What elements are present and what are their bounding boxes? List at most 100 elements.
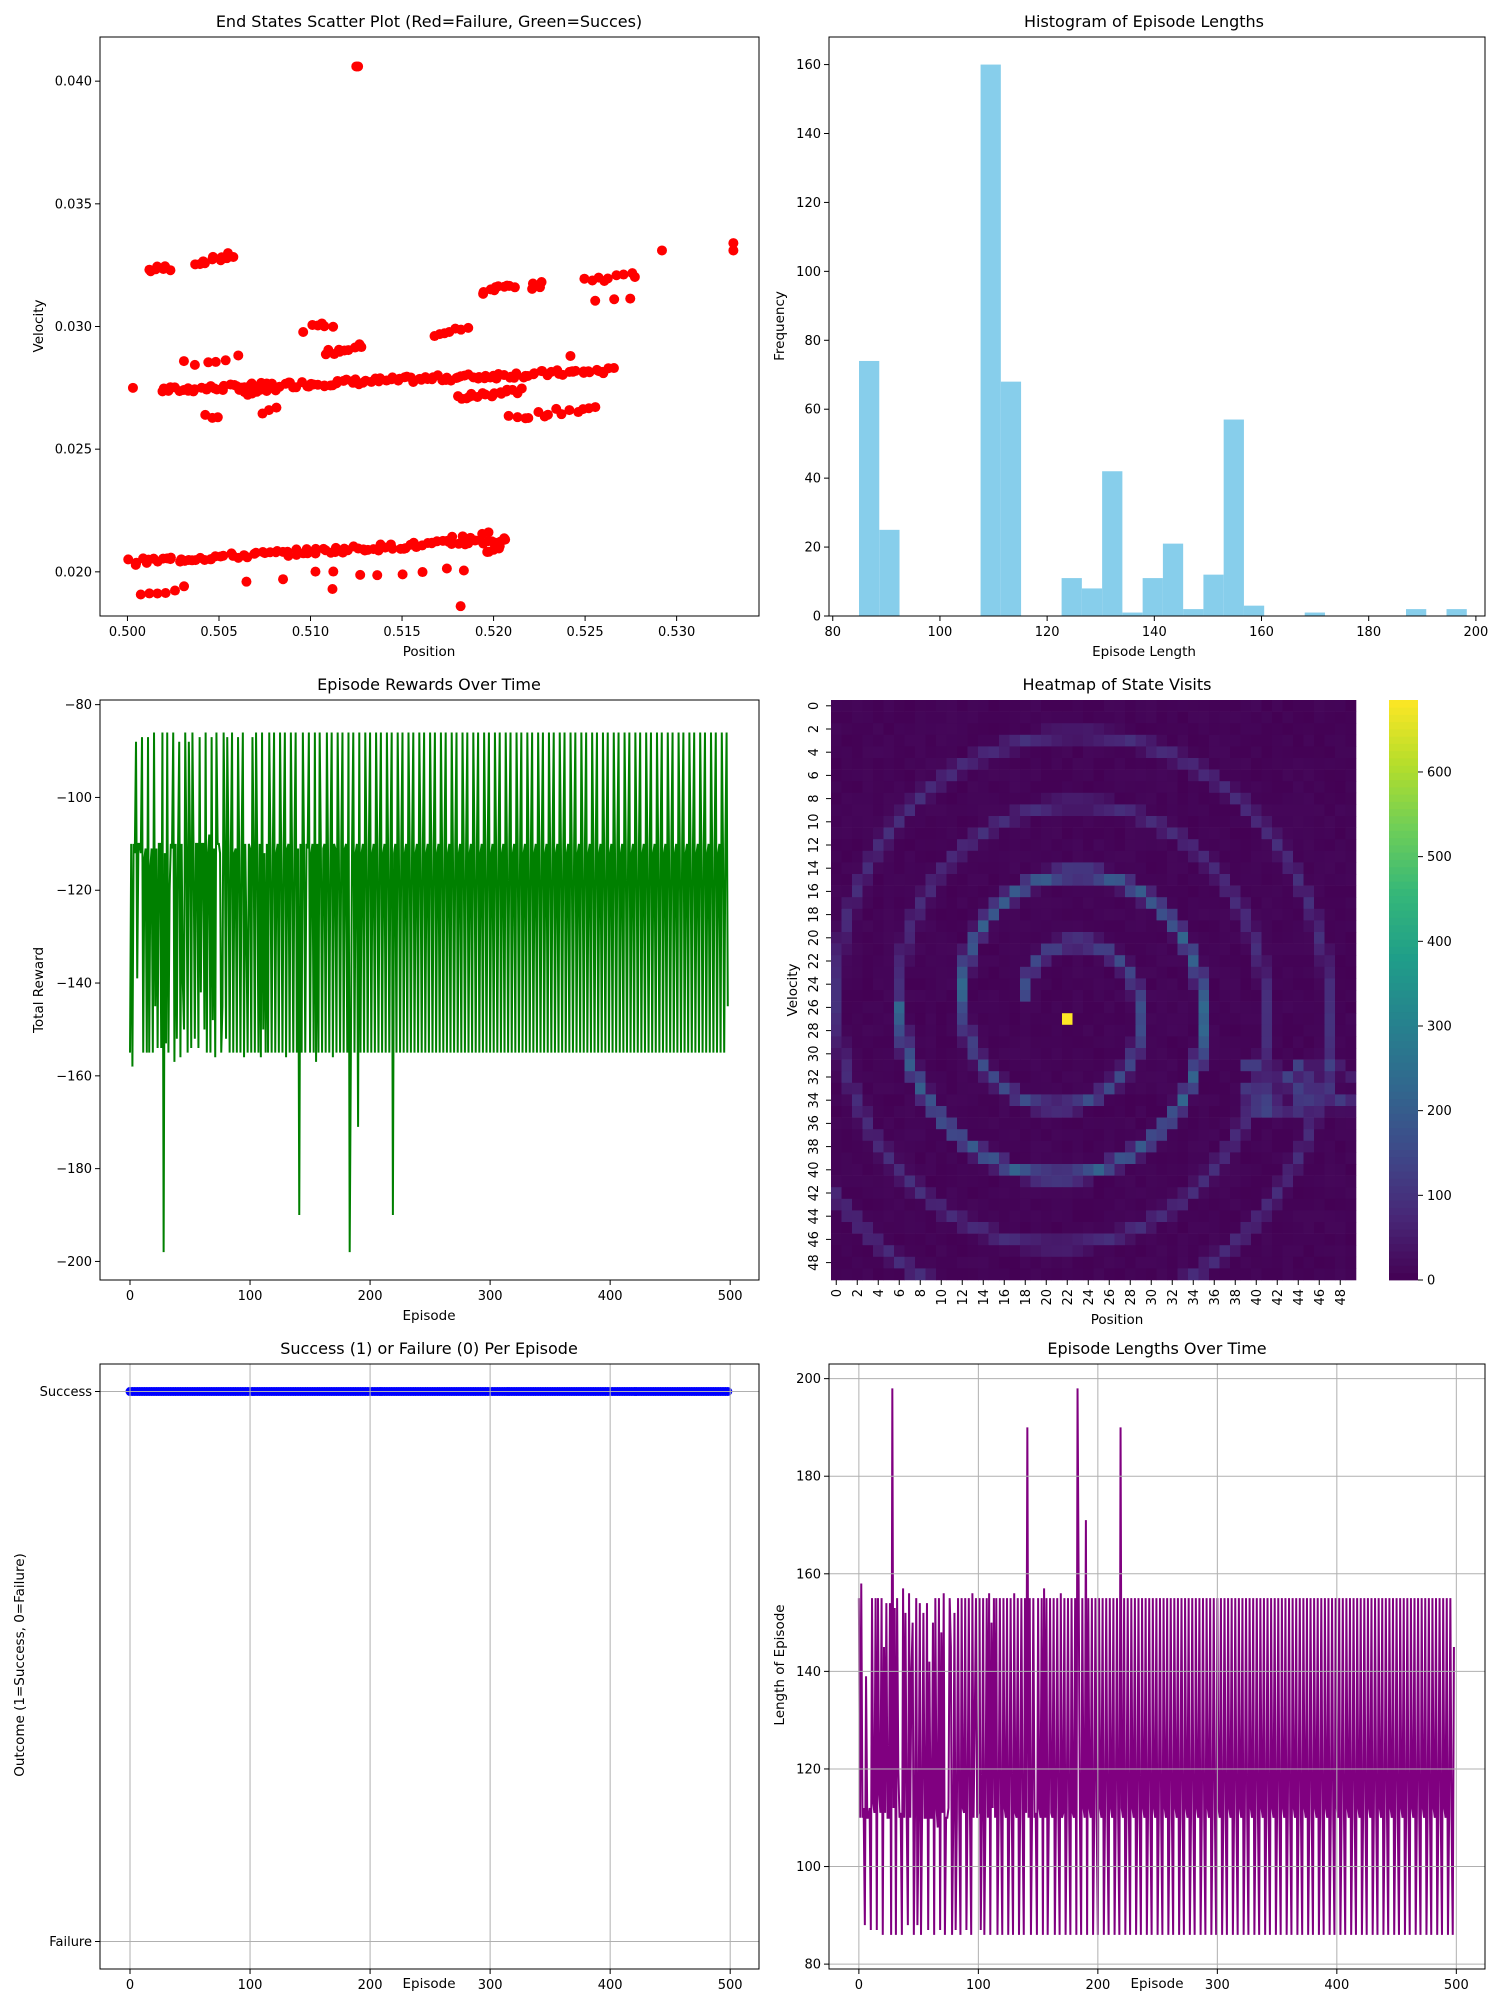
x-tick-label: 16 <box>998 1289 1013 1306</box>
heatmap-cell <box>841 1106 853 1118</box>
heatmap-cell <box>925 850 937 863</box>
heatmap-cell <box>1345 908 1357 921</box>
scatter-point <box>152 588 163 599</box>
heatmap-cell <box>831 932 842 944</box>
heatmap-cell <box>1345 1210 1357 1223</box>
heatmap-cell <box>1345 839 1357 852</box>
heatmap-cell <box>1230 1024 1241 1037</box>
heatmap-cell <box>1104 874 1115 886</box>
heatmap-cell <box>915 978 926 991</box>
heatmap-cell <box>1188 1140 1199 1153</box>
heatmap-cell <box>1324 990 1336 1002</box>
heatmap-cell <box>1030 1140 1042 1153</box>
heatmap-cell <box>1282 816 1294 828</box>
heatmap-cell <box>1261 1268 1273 1281</box>
colorbar-tick-label: 100 <box>1427 1189 1452 1204</box>
heatmap-cell <box>841 1175 853 1188</box>
heatmap-cell <box>1314 1048 1325 1060</box>
heatmap-cell <box>1282 897 1294 910</box>
scatter-ticks: 0.500 0.505 0.510 0.515 0.520 0.525 0.5300.020… <box>55 36 760 640</box>
heatmap-cell <box>1261 943 1273 956</box>
heatmap-cell <box>1177 920 1189 933</box>
heatmap-cell <box>1051 885 1063 898</box>
heatmap-cell <box>883 1140 895 1153</box>
heatmap-cell <box>1230 1094 1241 1107</box>
heatmap-cell <box>1314 711 1325 724</box>
heatmap-cell <box>967 1071 979 1084</box>
heatmap-cell <box>1314 1210 1325 1223</box>
colorbar-segment <box>1389 1011 1418 1020</box>
heatmap-cell <box>936 1152 947 1165</box>
heatmap-cell <box>1219 1198 1231 1211</box>
heatmap-cell <box>1041 1129 1052 1142</box>
heatmap-cell <box>1146 734 1157 747</box>
heatmap-cell <box>1072 955 1084 968</box>
heatmap-cell <box>1251 758 1262 770</box>
heatmap-cell <box>936 1268 947 1281</box>
heatmap-cell <box>1083 897 1094 910</box>
heatmap-cell <box>1324 792 1336 805</box>
heatmap-cell <box>1020 1094 1031 1107</box>
heatmap-cell <box>1240 746 1252 759</box>
heatmap-cell <box>1146 1106 1157 1118</box>
heatmap-cell <box>1272 932 1283 944</box>
colorbar-segment <box>1389 1171 1418 1179</box>
colorbar-segment <box>1389 1142 1418 1150</box>
heatmap-cell <box>1282 711 1294 724</box>
heatmap-cell <box>925 1013 937 1026</box>
heatmap-cell <box>1051 792 1063 805</box>
heatmap-cell <box>1030 734 1042 747</box>
scatter-point <box>278 574 289 585</box>
heatmap-cell <box>1146 908 1157 921</box>
colorbar-segment <box>1389 816 1418 824</box>
heatmap-cell <box>1240 839 1252 852</box>
heatmap-cell <box>999 758 1010 770</box>
histogram-bar <box>1446 609 1467 616</box>
heatmap-cell <box>883 955 895 968</box>
heatmap-cell <box>925 700 937 712</box>
heatmap-cell <box>1303 1210 1315 1223</box>
heatmap-cell <box>1272 850 1283 863</box>
heatmap-cell <box>1156 1036 1168 1049</box>
scatter-axes <box>99 36 760 617</box>
heatmap-cell <box>1072 734 1084 747</box>
heatmap-cell <box>862 1245 874 1258</box>
heatmap-cell <box>999 700 1010 712</box>
scatter-point <box>372 570 383 581</box>
heatmap-cell <box>1272 908 1283 921</box>
heatmap-cell <box>1240 781 1252 794</box>
heatmap-cell <box>1125 1059 1136 1072</box>
heatmap-cell <box>1272 1013 1283 1026</box>
y-tick-label: 100 <box>796 1860 821 1875</box>
heatmap-cell <box>1125 1117 1136 1130</box>
heatmap-cell <box>1156 769 1168 782</box>
heatmap-cell <box>1188 746 1199 759</box>
heatmap-cell <box>1282 1187 1294 1200</box>
heatmap-cell <box>1062 1256 1073 1269</box>
heatmap-cell <box>1167 1245 1178 1258</box>
heatmap-cell <box>1314 1013 1325 1026</box>
heatmap-cell <box>1282 769 1294 782</box>
heatmap-cell <box>1240 1164 1252 1176</box>
heatmap-cell <box>978 839 989 852</box>
heatmap-cell <box>946 908 958 921</box>
heatmap-cell <box>1104 827 1115 840</box>
heatmap-cell <box>957 1140 968 1153</box>
colorbar-segment <box>1389 1004 1418 1013</box>
heatmap-cell <box>1009 1222 1021 1234</box>
heatmap-cell <box>1020 850 1031 863</box>
histogram-bar <box>980 64 1001 616</box>
heatmap-cell <box>873 897 884 910</box>
heatmap-cell <box>1209 1198 1220 1211</box>
heatmap-cell <box>1167 966 1178 979</box>
heatmap-cell <box>1083 1129 1094 1142</box>
heatmap-cell <box>1230 897 1241 910</box>
heatmap-cell <box>1104 943 1115 956</box>
heatmap-cell <box>925 1071 937 1084</box>
colorbar-segment <box>1389 837 1418 846</box>
colorbar-segment <box>1389 743 1418 752</box>
heatmap-cell <box>1072 1164 1084 1176</box>
heatmap-cell <box>1219 816 1231 828</box>
histogram-title: Histogram of Episode Lengths <box>1024 12 1264 31</box>
heatmap-cell <box>1303 1140 1315 1153</box>
